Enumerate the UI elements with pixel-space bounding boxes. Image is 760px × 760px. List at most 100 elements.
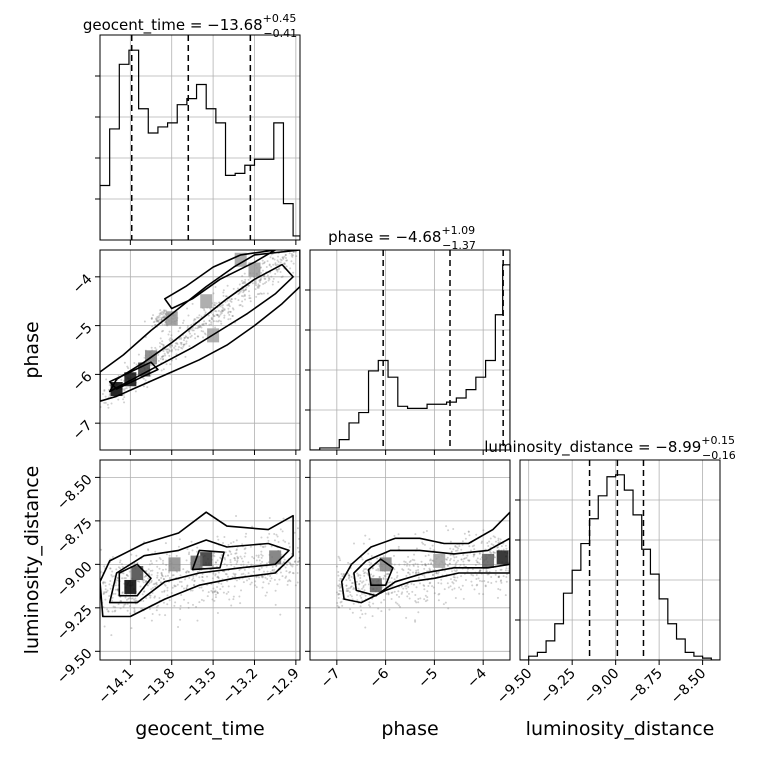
scatter-point: [248, 577, 251, 580]
scatter-point: [364, 626, 367, 629]
scatter-point: [475, 559, 478, 562]
scatter-point: [113, 575, 116, 578]
scatter-point: [362, 542, 365, 545]
scatter-point: [339, 559, 342, 562]
scatter-point: [292, 251, 295, 254]
title-plus: +1.09: [441, 224, 475, 237]
scatter-point: [103, 592, 106, 595]
scatter-point: [219, 557, 222, 560]
scatter-point: [429, 581, 432, 584]
scatter-point: [461, 540, 464, 543]
scatter-point: [360, 587, 363, 590]
scatter-point: [408, 597, 411, 600]
scatter-point: [236, 560, 239, 563]
scatter-point: [428, 567, 431, 570]
scatter-point: [216, 591, 219, 594]
scatter-point: [249, 276, 252, 279]
scatter-point: [497, 588, 500, 591]
scatter-point: [349, 608, 352, 611]
scatter-point: [249, 545, 252, 548]
scatter-point: [157, 359, 160, 362]
scatter-point: [156, 317, 159, 320]
scatter-point: [168, 330, 171, 333]
scatter-point: [240, 573, 243, 576]
scatter-point: [239, 555, 242, 558]
scatter-point: [483, 579, 486, 582]
scatter-point: [144, 580, 147, 583]
scatter-point: [254, 282, 257, 285]
scatter-point: [345, 584, 348, 587]
scatter-point: [201, 323, 204, 326]
scatter-point: [117, 398, 120, 401]
scatter-point: [349, 594, 352, 597]
scatter-point: [271, 280, 274, 283]
scatter-point: [178, 580, 181, 583]
scatter-point: [214, 573, 217, 576]
scatter-point: [111, 556, 114, 559]
scatter-point: [258, 292, 261, 295]
scatter-point: [133, 610, 136, 613]
scatter-point: [230, 300, 233, 303]
scatter-point: [432, 573, 435, 576]
contour-line: [108, 263, 294, 393]
scatter-point: [409, 569, 412, 572]
scatter-point: [154, 317, 157, 320]
scatter-point: [228, 305, 231, 308]
scatter-point: [267, 279, 270, 282]
scatter-point: [162, 344, 165, 347]
scatter-point: [192, 577, 195, 580]
scatter-point: [220, 309, 223, 312]
scatter-point: [223, 563, 226, 566]
scatter-point: [505, 567, 508, 570]
scatter-point: [268, 263, 271, 266]
scatter-point: [475, 573, 478, 576]
scatter-point: [142, 590, 145, 593]
scatter-point: [160, 316, 163, 319]
scatter-point: [158, 596, 161, 599]
scatter-point: [235, 548, 238, 551]
scatter-point: [226, 304, 229, 307]
scatter-point: [226, 299, 229, 302]
scatter-point: [284, 576, 287, 579]
scatter-point: [123, 396, 126, 399]
scatter-point: [216, 591, 219, 594]
scatter-point: [357, 574, 360, 577]
scatter-point: [424, 554, 427, 557]
scatter-point: [185, 342, 188, 345]
scatter-point: [215, 313, 218, 316]
scatter-point: [133, 362, 136, 365]
scatter-point: [364, 583, 367, 586]
scatter-point: [170, 334, 173, 337]
scatter-point: [208, 319, 211, 322]
scatter-point: [192, 575, 195, 578]
scatter-panel-luminosity_distance-vs-phase: [309, 459, 511, 661]
scatter-point: [193, 318, 196, 321]
scatter-point: [355, 593, 358, 596]
scatter-point: [455, 561, 458, 564]
scatter-point: [464, 537, 467, 540]
scatter-point: [387, 573, 390, 576]
scatter-point: [114, 592, 117, 595]
scatter-point: [227, 544, 230, 547]
scatter-point: [112, 592, 115, 595]
scatter-point: [359, 574, 362, 577]
scatter-point: [249, 297, 252, 300]
scatter-point: [241, 300, 244, 303]
scatter-point: [161, 355, 164, 358]
scatter-point: [191, 549, 194, 552]
scatter-point: [150, 317, 153, 320]
contour-line: [367, 558, 394, 586]
scatter-point: [161, 575, 164, 578]
scatter-point: [156, 565, 159, 568]
scatter-point: [424, 600, 427, 603]
scatter-point: [275, 564, 278, 567]
scatter-point: [478, 552, 481, 555]
scatter-point: [437, 572, 440, 575]
scatter-point: [214, 561, 217, 564]
scatter-point: [106, 589, 109, 592]
scatter-point: [195, 605, 198, 608]
scatter-point: [408, 564, 411, 567]
density-cell: [131, 566, 144, 581]
scatter-point: [453, 578, 456, 581]
scatter-point: [183, 336, 186, 339]
